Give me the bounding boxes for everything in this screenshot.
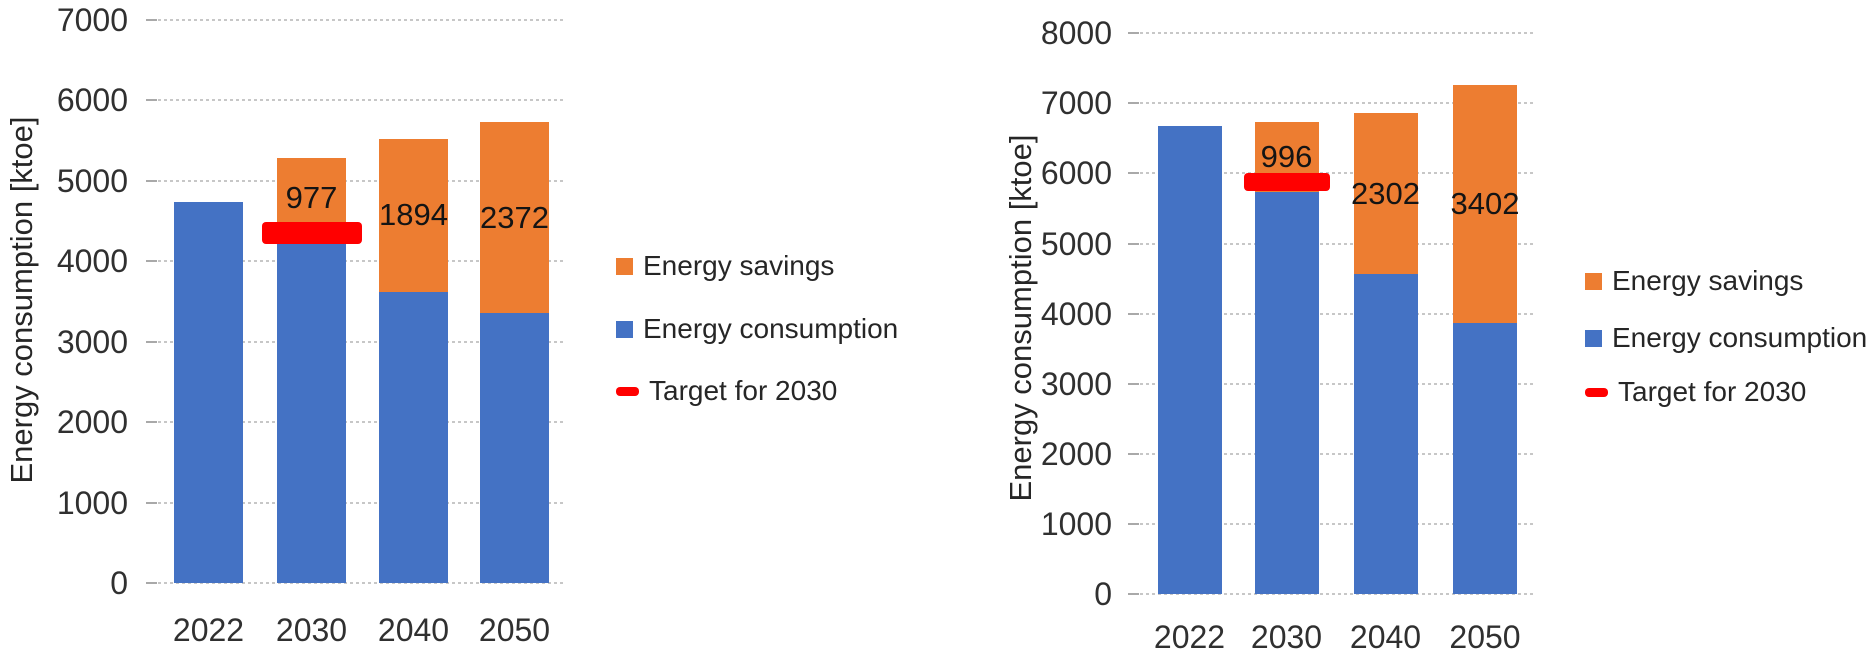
gridline-3000 [1140, 382, 1536, 385]
gridline-4000 [158, 260, 566, 262]
legend-swatch-dash-icon [1585, 387, 1608, 397]
y-tick-mark-0 [1128, 593, 1139, 595]
legend-label: Target for 2030 [1618, 376, 1807, 407]
legend-swatch-square-icon [616, 257, 633, 275]
x-tick-label-2040: 2040 [1349, 619, 1422, 650]
y-tick-mark-1000 [1128, 522, 1139, 525]
legend-swatch-square-icon [1585, 329, 1602, 347]
y-tick-mark-3000 [1128, 382, 1139, 385]
gridline-5000 [158, 179, 566, 182]
bar-2040-savings-segment [379, 139, 448, 292]
bar-2050-savings-segment [480, 122, 549, 314]
legend-swatch-dash-icon [616, 386, 639, 396]
y-tick-label-3000: 3000 [1040, 365, 1112, 402]
legend-label: Energy savings [1612, 265, 1804, 296]
legend-swatch-square-icon [616, 320, 633, 338]
x-tick-label-2050: 2050 [478, 612, 551, 648]
y-tick-label-7000: 7000 [56, 1, 128, 38]
legend-swatch-square-icon [1585, 272, 1602, 290]
y-tick-label-6000: 6000 [56, 82, 128, 118]
gridline-4000 [1140, 312, 1536, 315]
bar-2030-consumption-segment [277, 236, 346, 583]
legend-label: Energy savings [643, 250, 835, 281]
y-tick-mark-2000 [146, 421, 157, 423]
y-tick-mark-0 [146, 582, 157, 584]
savings-value-label-2050: 3402 [1450, 186, 1520, 222]
x-tick-label-2022: 2022 [172, 612, 245, 648]
y-tick-label-1000: 1000 [56, 484, 128, 521]
legend-item-energy-savings: Energy savings [616, 248, 834, 284]
gridline-5000 [1140, 242, 1536, 245]
bar-2022-consumption-segment [174, 202, 243, 583]
y-tick-label-2000: 2000 [56, 404, 128, 440]
y-tick-label-8000: 8000 [1040, 15, 1112, 52]
y-tick-label-2000: 2000 [1040, 435, 1112, 472]
y-tick-mark-2000 [1128, 452, 1139, 455]
gridline-7000 [158, 18, 566, 21]
legend-label: Energy consumption [643, 313, 899, 344]
y-tick-label-4000: 4000 [56, 243, 128, 279]
y-tick-mark-8000 [1128, 32, 1139, 35]
y-tick-label-0: 0 [1094, 576, 1112, 612]
target-2030-marker [1243, 172, 1330, 191]
bar-2050-consumption-segment [1453, 323, 1517, 594]
savings-value-label-2030: 977 [285, 179, 338, 215]
gridline-6000 [158, 99, 566, 101]
gridline-6000 [1140, 172, 1536, 175]
bar-2050-savings-segment [1453, 84, 1517, 324]
bar-2040-savings-segment [1353, 112, 1418, 275]
y-tick-mark-4000 [1128, 312, 1139, 315]
gridline-2000 [158, 421, 566, 423]
legend-item-energy-savings: Energy savings [1585, 263, 1803, 299]
gridline-2000 [1140, 452, 1536, 455]
y-tick-mark-3000 [146, 340, 157, 343]
x-tick-label-2050: 2050 [1449, 619, 1521, 650]
y-tick-label-0: 0 [110, 565, 128, 601]
y-tick-label-1000: 1000 [1040, 505, 1112, 542]
savings-value-label-2040: 2302 [1351, 175, 1420, 211]
legend-label: Target for 2030 [649, 375, 838, 406]
legend-item-target-for-2030: Target for 2030 [1585, 374, 1806, 410]
legend-item-target-for-2030: Target for 2030 [616, 373, 837, 409]
gridline-8000 [1140, 32, 1536, 35]
y-tick-mark-4000 [146, 260, 157, 262]
gridline-0 [158, 582, 566, 584]
y-tick-label-4000: 4000 [1040, 295, 1112, 332]
bar-2030-consumption-segment [1254, 191, 1319, 594]
savings-value-label-2040: 1894 [379, 197, 448, 233]
y-tick-label-5000: 5000 [1040, 225, 1112, 262]
y-tick-mark-5000 [1128, 242, 1139, 245]
y-tick-mark-7000 [146, 18, 157, 21]
gridline-1000 [1140, 522, 1536, 525]
gridline-7000 [1140, 102, 1536, 105]
y-tick-mark-7000 [1128, 102, 1139, 105]
bar-2040-consumption-segment [379, 291, 448, 583]
legend-item-energy-consumption: Energy consumption [1585, 320, 1866, 356]
legend-item-energy-consumption: Energy consumption [616, 311, 898, 347]
savings-value-label-2050: 2372 [480, 199, 549, 235]
legend-label: Energy consumption [1612, 322, 1866, 353]
y-tick-mark-6000 [1128, 172, 1139, 175]
x-tick-label-2030: 2030 [1250, 619, 1323, 650]
x-tick-label-2030: 2030 [275, 612, 348, 648]
y-tick-mark-1000 [146, 501, 157, 504]
y-tick-label-5000: 5000 [56, 162, 128, 199]
savings-value-label-2030: 996 [1260, 138, 1313, 174]
bar-2040-consumption-segment [1353, 274, 1418, 594]
y-tick-mark-6000 [146, 99, 157, 101]
gridline-0 [1140, 593, 1536, 595]
gridline-3000 [158, 340, 566, 343]
bar-2050-consumption-segment [480, 313, 549, 583]
x-tick-label-2040: 2040 [377, 612, 450, 648]
gridline-1000 [158, 501, 566, 504]
target-2030-marker [261, 221, 362, 244]
y-tick-label-7000: 7000 [1040, 85, 1112, 122]
y-tick-label-3000: 3000 [56, 323, 128, 360]
x-tick-label-2022: 2022 [1153, 619, 1226, 650]
bar-2022-consumption-segment [1157, 126, 1222, 594]
y-tick-mark-5000 [146, 179, 157, 182]
y-tick-label-6000: 6000 [1040, 155, 1112, 192]
